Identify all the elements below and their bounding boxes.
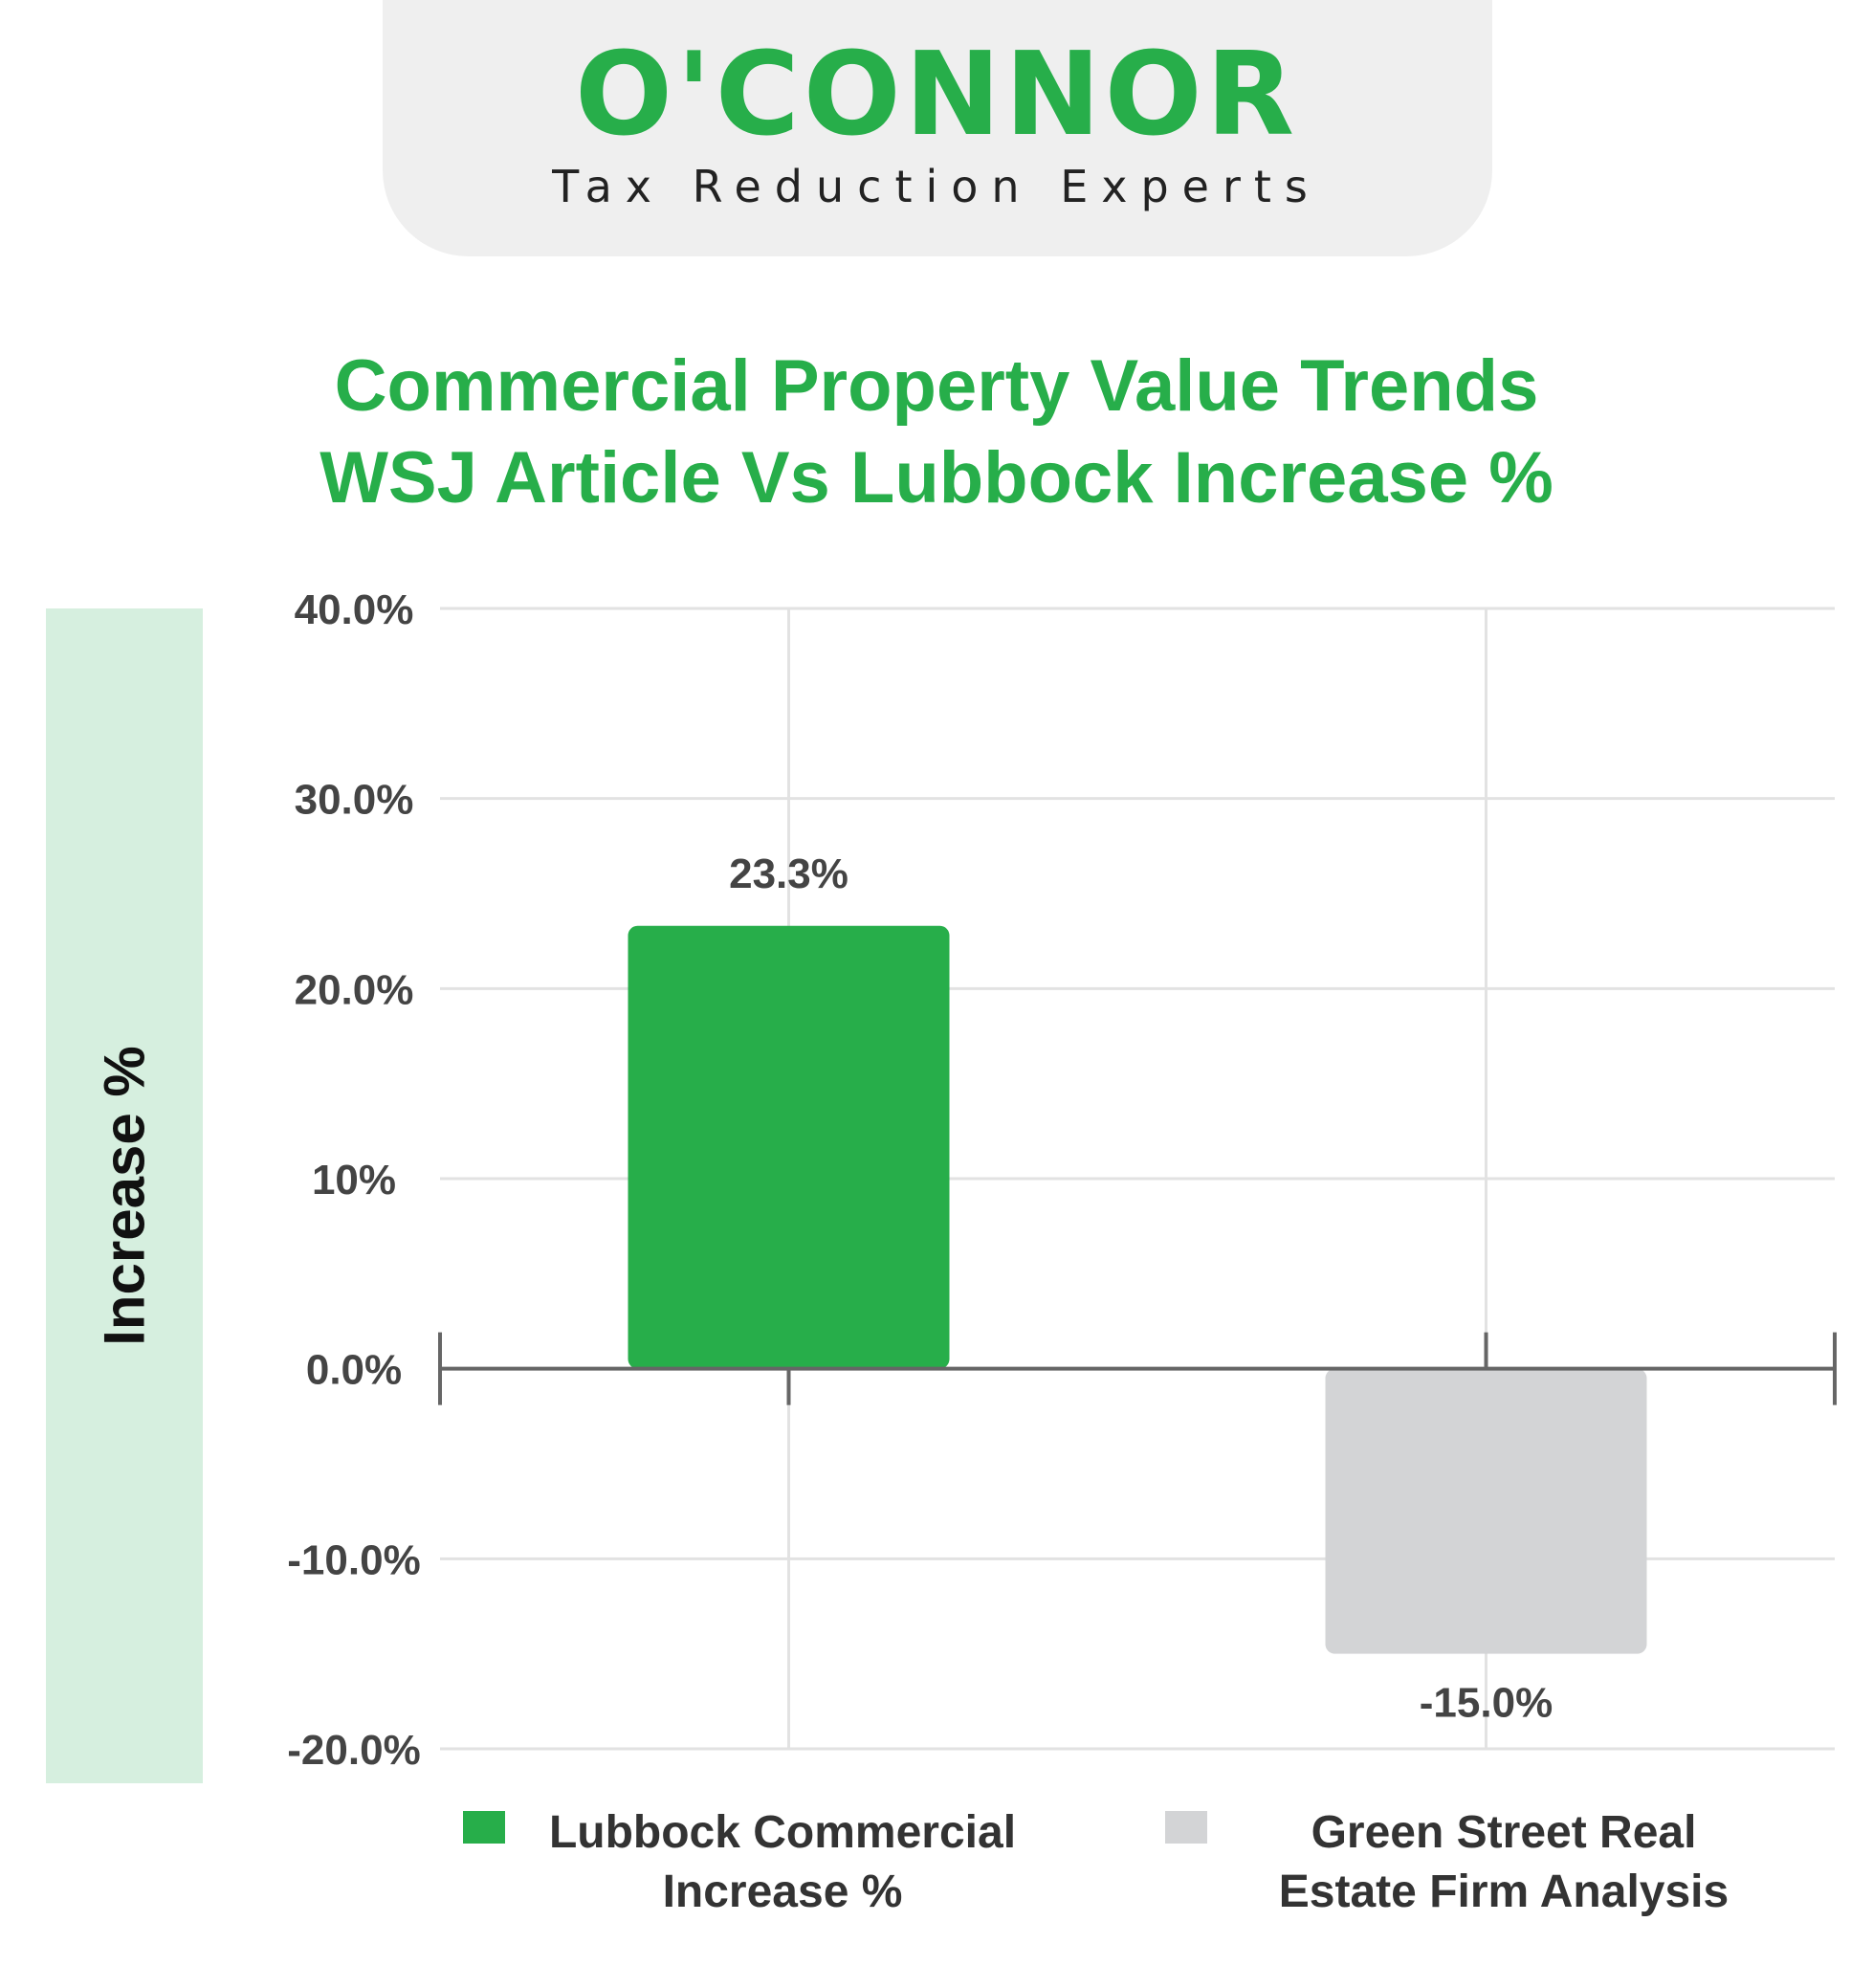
legend-swatch-green-street xyxy=(1165,1811,1207,1844)
bar-0 xyxy=(628,925,950,1369)
logo-plate xyxy=(383,0,1492,256)
bar-1 xyxy=(1325,1368,1647,1654)
y-tick-label-5: -10.0% xyxy=(287,1536,420,1583)
legend-item-lubbock: Lubbock Commercial Increase % xyxy=(463,1803,1031,1922)
logo-tagline: Tax Reduction Experts xyxy=(552,161,1321,212)
bars-layer xyxy=(628,925,1647,1654)
logo-wordmark: O'CONNOR xyxy=(574,29,1299,162)
legend-swatch-lubbock xyxy=(463,1811,505,1844)
y-tick-label-4: 0.0% xyxy=(306,1347,402,1394)
labels-layer: 40.0% 30.0% 20.0% 10% 0.0% -10.0% -20.0% 23.3% -… xyxy=(287,586,1553,1774)
legend-item-green-street: Green Street Real Estate Firm Analysis xyxy=(1165,1803,1772,1922)
legend-label-green-street: Green Street Real Estate Firm Analysis xyxy=(1278,1807,1730,1917)
data-label-0: 23.3% xyxy=(729,850,848,897)
y-tick-label-1: 30.0% xyxy=(295,777,414,824)
y-tick-label-6: -20.0% xyxy=(287,1727,420,1774)
y-tick-label-3: 10% xyxy=(312,1157,396,1204)
chart-subtitle: WSJ Article Vs Lubbock Increase % xyxy=(320,437,1553,519)
legend-label-lubbock: Lubbock Commercial Increase % xyxy=(548,1807,1017,1917)
chart-title: Commercial Property Value Trends xyxy=(334,345,1539,427)
y-tick-label-0: 40.0% xyxy=(295,586,414,633)
y-axis-label-panel xyxy=(46,608,203,1783)
y-tick-label-2: 20.0% xyxy=(295,966,414,1013)
data-label-1: -15.0% xyxy=(1420,1680,1553,1727)
axis-layer xyxy=(438,1332,1837,1405)
